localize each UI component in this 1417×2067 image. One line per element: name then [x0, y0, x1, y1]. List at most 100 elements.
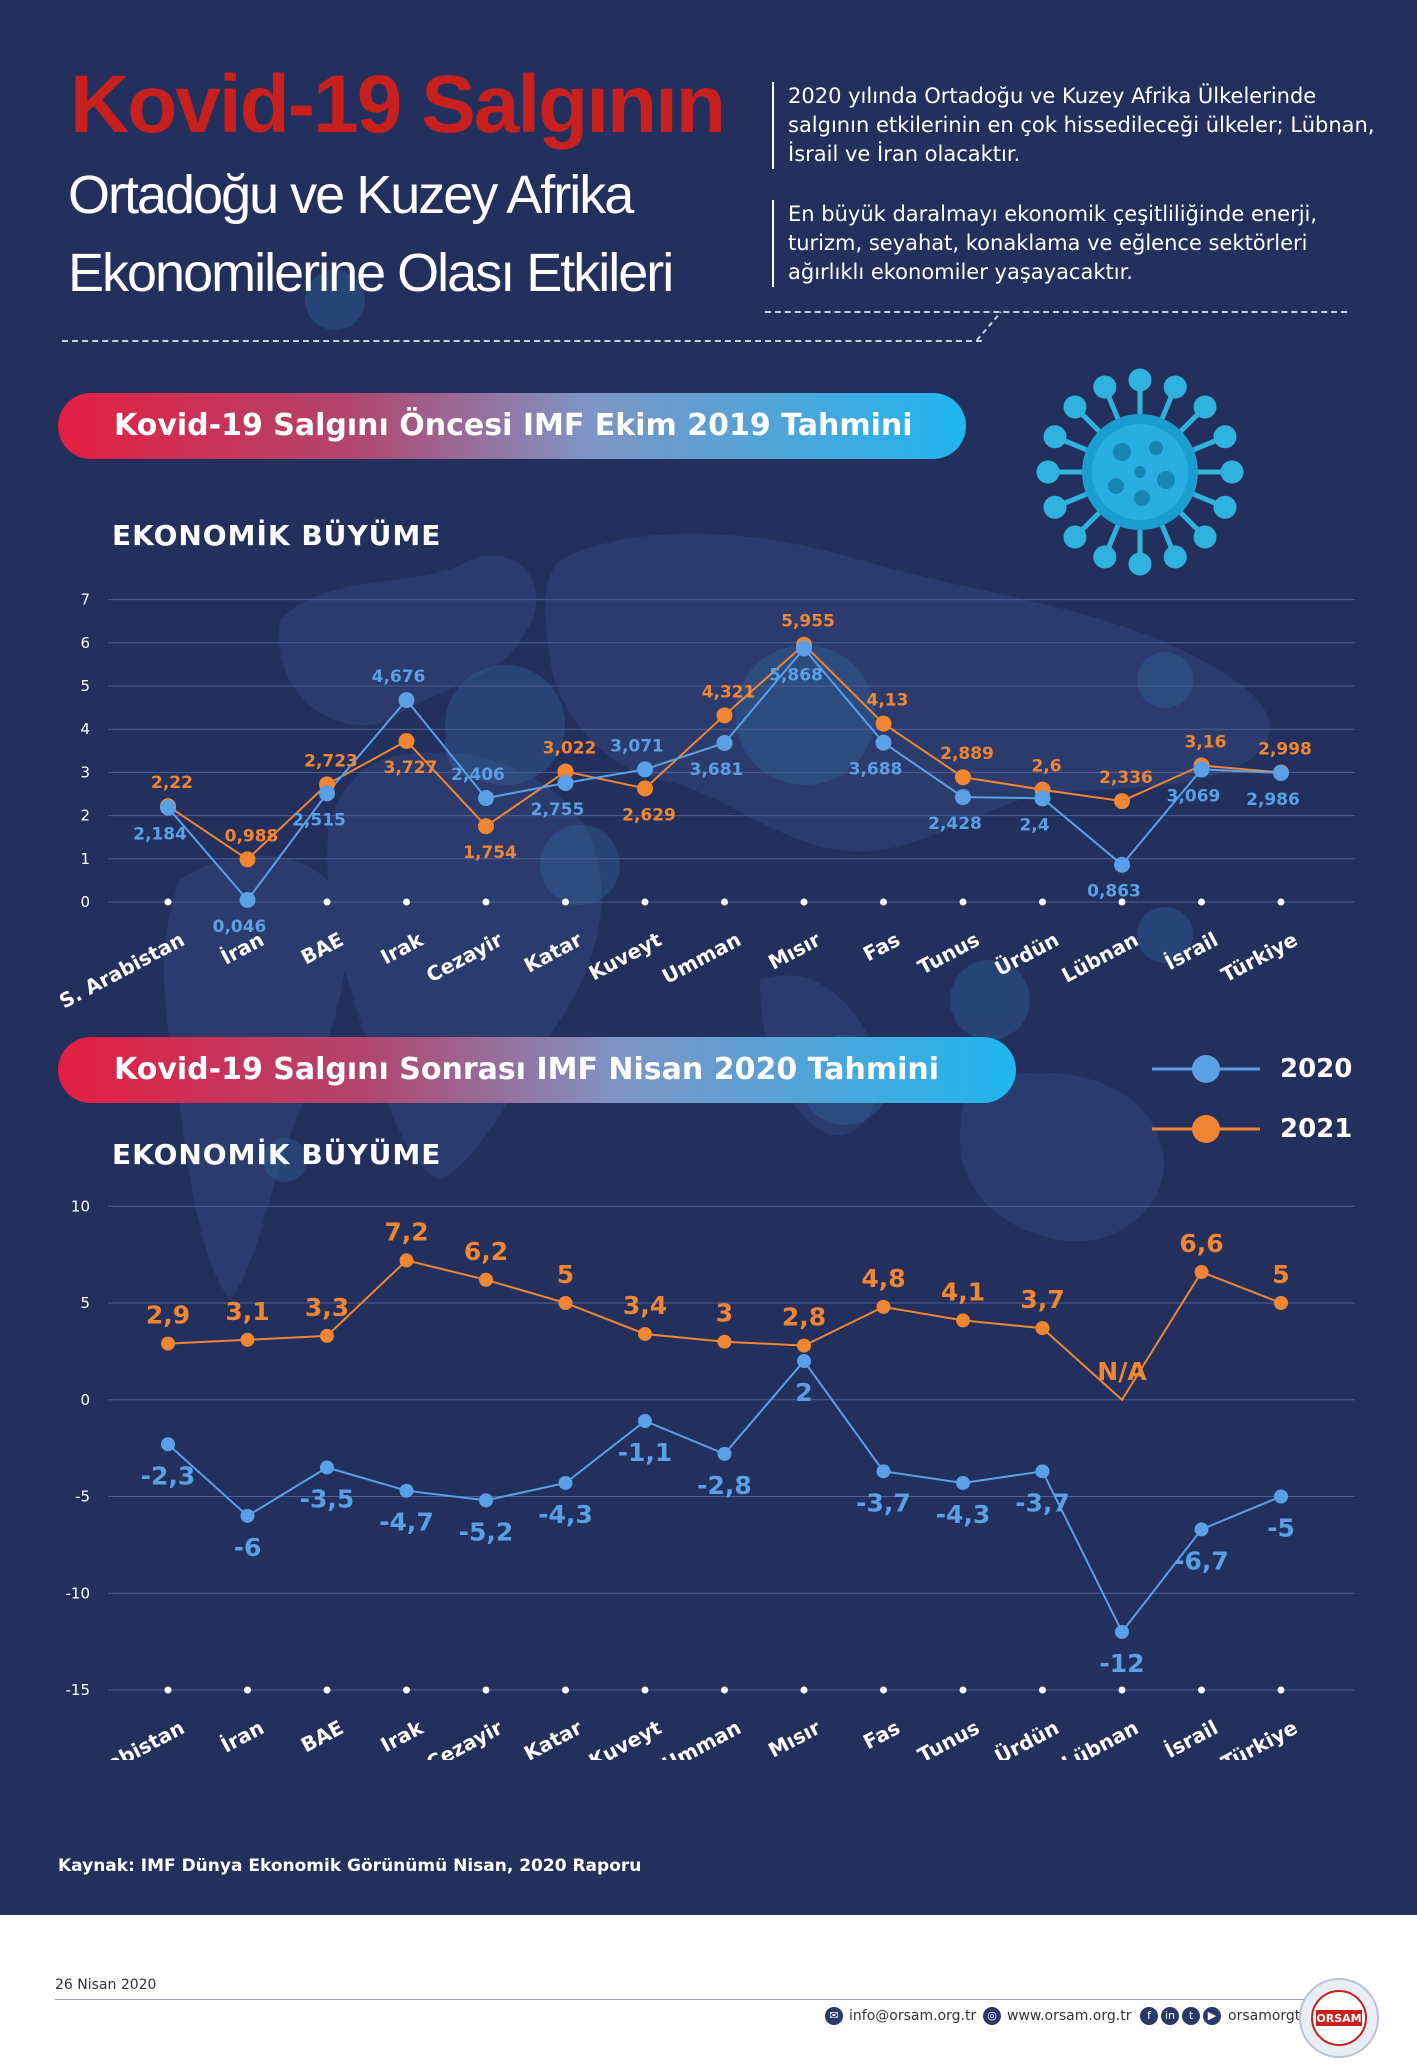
y-tick-label: -15 — [66, 1681, 91, 1699]
x-tick-label: Cezayir — [422, 1715, 506, 1760]
x-tick-dot — [403, 1686, 410, 1694]
data-label-2020: -6,7 — [1174, 1546, 1229, 1575]
data-label-2021: 7,2 — [384, 1217, 428, 1246]
virus-spike-tip — [1043, 495, 1067, 519]
virus-spike-tip — [1093, 545, 1117, 569]
data-point-2021 — [638, 1326, 652, 1341]
virus-spike-tip — [1128, 368, 1152, 392]
y-tick-label: 4 — [80, 720, 90, 738]
y-tick-label: 0 — [80, 893, 90, 911]
x-tick-dot — [562, 1686, 569, 1694]
data-label-2021: 2,6 — [1031, 757, 1061, 777]
data-point-2021 — [717, 1334, 732, 1349]
x-tick-dot — [800, 898, 808, 906]
data-label-2020: -3,7 — [856, 1488, 911, 1517]
x-tick-dot — [164, 898, 172, 906]
poster: Kovid-19 Salgının Ortadoğu ve Kuzey Afri… — [0, 0, 1417, 1915]
x-tick-dot — [880, 1686, 887, 1694]
data-point-2021 — [1274, 1296, 1288, 1310]
x-tick-dot — [323, 1686, 331, 1694]
x-tick-dot — [1118, 898, 1126, 906]
chart1-title: EKONOMİK BÜYÜME — [112, 519, 442, 552]
x-tick-label: Türkiye — [1217, 927, 1301, 987]
legend-marker-2020 — [1192, 1055, 1220, 1083]
y-tick-label: 6 — [80, 634, 90, 652]
x-tick-label: Türkiye — [1217, 1715, 1301, 1760]
data-label-2020: 2,428 — [928, 814, 982, 834]
x-tick-dot — [323, 898, 331, 906]
data-point-2020 — [557, 774, 574, 791]
virus-spike-tip — [1128, 552, 1152, 576]
x-tick-dot — [1039, 1686, 1046, 1694]
x-tick-label: İsrail — [1161, 1715, 1222, 1760]
virus-spike-tip — [1036, 460, 1060, 484]
footer-email[interactable]: info@orsam.org.tr — [849, 2008, 977, 2024]
data-point-2020 — [1194, 1522, 1209, 1537]
x-tick-label: S. Arabistan — [55, 1715, 188, 1760]
x-tick-label: BAE — [297, 1715, 347, 1757]
data-label-2020: -5,2 — [459, 1517, 514, 1546]
data-point-2021 — [320, 1328, 334, 1343]
x-tick-dot — [641, 1686, 649, 1694]
x-tick-dot — [959, 898, 967, 906]
data-label-2021: 3 — [716, 1299, 733, 1328]
facebook-icon[interactable]: f — [1140, 2007, 1158, 2025]
virus-spike-tip — [1220, 460, 1244, 484]
data-label-2020: -1,1 — [618, 1438, 673, 1467]
banner-before: Kovid-19 Salgını Öncesi IMF Ekim 2019 Ta… — [58, 393, 966, 459]
x-tick-label: Irak — [377, 927, 428, 969]
data-label-2021: 2,22 — [151, 773, 193, 793]
data-point-2021 — [558, 1296, 573, 1310]
data-label-2021: 3,727 — [384, 758, 438, 778]
x-tick-label: Fas — [859, 1715, 904, 1754]
data-point-2021 — [875, 715, 892, 732]
footer-social[interactable]: orsamorgtr — [1228, 2008, 1307, 2024]
divider-dashed-right — [765, 311, 1347, 313]
x-tick-dot — [721, 898, 728, 906]
x-tick-label: Kuveyt — [585, 1715, 666, 1760]
y-tick-label: 7 — [80, 591, 90, 609]
data-point-2020 — [1115, 1624, 1129, 1639]
x-tick-label: S. Arabistan — [55, 927, 188, 1010]
x-tick-dot — [244, 1686, 251, 1694]
data-point-2021 — [557, 763, 574, 780]
data-label-2020: 2,515 — [292, 810, 346, 830]
linkedin-icon[interactable]: in — [1161, 2007, 1179, 2025]
data-point-2020 — [717, 1446, 732, 1461]
x-tick-dot — [403, 898, 410, 906]
x-tick-label: Katar — [520, 1715, 586, 1760]
legend-markers — [1152, 1055, 1260, 1143]
data-label-2020: 2,4 — [1019, 815, 1049, 835]
data-label-2020: -2,3 — [141, 1461, 196, 1490]
y-tick-label: 1 — [80, 850, 90, 868]
virus-spike-tip — [1193, 395, 1217, 419]
footer-rule — [55, 1999, 1305, 2000]
data-label-2020: 3,688 — [849, 760, 903, 780]
logo-text: ORSAM — [1316, 2012, 1361, 2025]
data-label-2021: 4,1 — [941, 1277, 985, 1306]
footer-date: 26 Nisan 2020 — [55, 1977, 157, 1993]
virus-spike-tip — [1213, 425, 1237, 449]
data-label-2020: -4,7 — [379, 1508, 434, 1537]
data-label-2021: 6,2 — [464, 1237, 508, 1266]
virus-spike-tip — [1163, 545, 1187, 569]
virus-spike-tip — [1163, 375, 1187, 399]
title-line-3: Ekonomilerine Olası Etkileri — [68, 243, 674, 303]
x-tick-label: Kuveyt — [585, 927, 666, 985]
data-label-2020: -3,7 — [1015, 1488, 1070, 1517]
youtube-icon[interactable]: ▶ — [1203, 2007, 1221, 2025]
twitter-icon[interactable]: t — [1182, 2007, 1200, 2025]
x-tick-label: İran — [217, 1715, 268, 1757]
data-point-2021 — [1035, 1321, 1050, 1336]
note-countries: 2020 yılında Ortadoğu ve Kuzey Afrika Ül… — [772, 82, 1378, 169]
data-point-2020 — [716, 734, 733, 751]
data-label-2020: -3,5 — [300, 1484, 355, 1513]
footer-web[interactable]: www.orsam.org.tr — [1007, 2008, 1132, 2024]
data-label-2020: -2,8 — [697, 1471, 752, 1500]
x-tick-label: Ürdün — [991, 1715, 1063, 1760]
data-label-2020: 2,184 — [133, 825, 187, 845]
x-tick-label: Tunus — [914, 1715, 984, 1760]
x-tick-label: Lübnan — [1058, 927, 1143, 987]
data-point-2021 — [956, 1313, 970, 1328]
data-label-2020: 2 — [795, 1378, 812, 1407]
